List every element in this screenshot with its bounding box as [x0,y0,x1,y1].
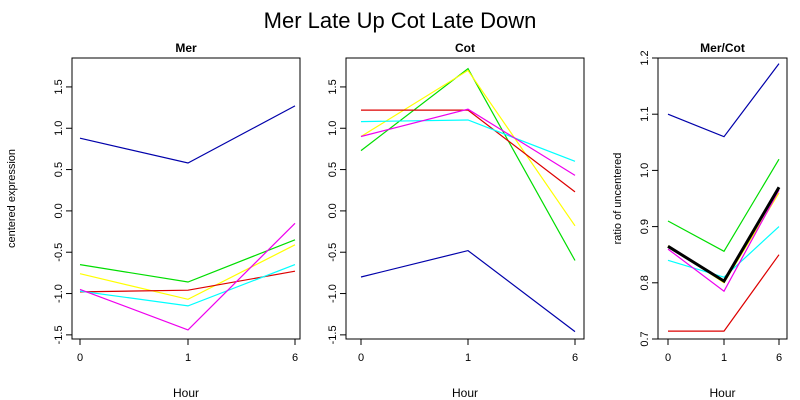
series-line-1 [79,105,296,164]
series-line-3 [360,69,576,227]
y-tick-label: -1.5 [327,325,339,344]
y-tick-label: 0.8 [639,275,651,290]
series-line-1 [360,249,576,333]
figure-title: Mer Late Up Cot Late Down [264,8,537,33]
series-line-6 [667,189,780,293]
chart-panel-1: Mer -1.5 -1.0 -0.5 0.0 0.5 1.0 1.5 0 1 6 Hour center… [6,41,301,400]
y-tick-label: 1.5 [53,79,65,94]
x-tick-label: 6 [292,352,298,364]
y-tick-label: 0.0 [327,203,339,218]
series-line-4 [79,270,296,293]
x-tick-label: 1 [721,352,727,364]
y-axis-label: centered expression [6,149,18,248]
series-line-3 [79,244,296,300]
panel-title: Cot [455,41,475,55]
y-tick-label: 1.5 [327,79,339,94]
x-tick-label: 6 [776,352,782,364]
series-line-4 [668,254,780,332]
y-axis-label: ratio of uncentered [612,153,624,245]
series-line-6 [360,108,576,176]
x-tick-label: 1 [465,352,471,364]
y-tick-label: 0.9 [639,219,651,234]
x-tick-label: 0 [665,352,671,364]
x-tick-label: 0 [77,352,83,364]
series-line-4 [361,109,576,193]
chart-panel-3: Mer/Cot 0.7 0.8 0.9 1.0 1.1 1.2 0 1 6 Hour ratio of… [612,41,788,400]
y-tick-label: 0.0 [53,203,65,218]
y-tick-label: -1.0 [327,284,339,303]
y-tick-label: 0.7 [639,331,651,346]
plot-frame [657,57,788,340]
y-tick-label: 1.0 [327,121,339,136]
y-tick-label: -0.5 [53,243,65,262]
plot-frame [345,57,585,340]
series-line-5 [667,226,780,278]
panel-title: Mer [175,41,197,55]
panel-title: Mer/Cot [700,41,745,55]
series-line-2 [360,67,576,261]
mean-series-line [667,186,781,284]
series-line-2 [667,158,780,253]
x-tick-label: 1 [185,352,191,364]
y-tick-label: 1.1 [639,107,651,122]
y-tick-label: 0.5 [327,162,339,177]
series-line-2 [79,239,296,283]
series-line-5 [360,119,576,162]
x-axis-label: Hour [173,386,199,400]
x-tick-label: 0 [358,352,364,364]
x-axis-label: Hour [709,386,735,400]
y-tick-label: -1.5 [53,325,65,344]
y-tick-label: 1.2 [639,50,651,65]
y-tick-label: -0.5 [327,243,339,262]
x-tick-label: 6 [572,352,578,364]
series-line-1 [667,63,780,138]
chart-panel-2: Cot -1.5 -1.0 -0.5 0.0 0.5 1.0 1.5 0 1 6 Hour [327,41,585,400]
y-tick-label: 0.5 [53,162,65,177]
x-axis-label: Hour [452,386,478,400]
series-line-3 [667,192,780,284]
y-tick-label: 1.0 [53,121,65,136]
series-line-6 [79,222,296,331]
y-tick-label: -1.0 [53,284,65,303]
y-tick-label: 1.0 [639,163,651,178]
plot-frame [71,57,301,340]
panels: Mer -1.5 -1.0 -0.5 0.0 0.5 1.0 1.5 0 1 6 Hour center… [6,41,788,400]
series-line-5 [79,264,296,307]
